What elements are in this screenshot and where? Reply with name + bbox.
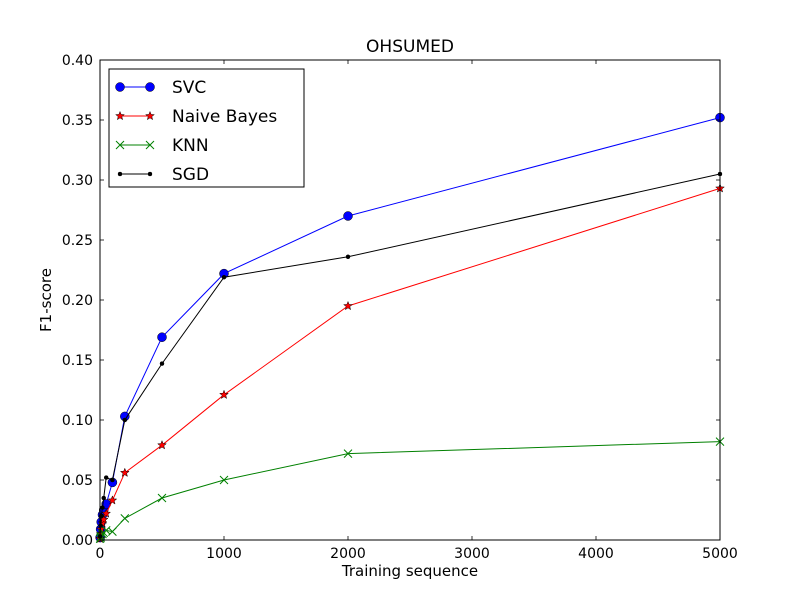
data-point — [157, 332, 167, 342]
legend-item: KNN — [115, 136, 209, 156]
legend-marker — [115, 140, 125, 150]
data-point — [120, 514, 130, 523]
data-point — [159, 361, 165, 366]
legend-label: Naive Bayes — [172, 107, 277, 127]
data-point — [110, 477, 115, 483]
data-point — [219, 389, 229, 400]
data-point — [219, 475, 229, 485]
legend-item: SGD — [117, 165, 209, 185]
legend-label: SGD — [172, 165, 209, 185]
x-axis-label: Training sequence — [341, 562, 478, 580]
y-tick-label: 0.00 — [62, 533, 93, 549]
y-tick-label: 0.30 — [62, 173, 93, 189]
legend-marker — [145, 110, 155, 121]
data-point — [101, 508, 112, 518]
data-point — [157, 493, 167, 503]
x-tick-label: 1000 — [206, 546, 242, 562]
y-tick-label: 0.20 — [62, 293, 93, 309]
legend-marker — [147, 171, 153, 177]
y-tick-label: 0.15 — [62, 353, 93, 369]
legend-marker — [145, 82, 155, 92]
data-point — [107, 495, 118, 505]
y-axis-label: F1-score — [37, 268, 55, 332]
x-tick-label: 2000 — [330, 546, 366, 562]
y-tick-label: 0.05 — [62, 473, 93, 489]
legend-marker — [117, 171, 123, 177]
data-point — [119, 467, 130, 478]
legend-marker — [145, 140, 155, 150]
x-tick-label: 0 — [96, 546, 105, 562]
data-point — [98, 523, 103, 528]
data-point — [343, 300, 353, 311]
legend-label: SVC — [172, 78, 206, 98]
data-point — [345, 254, 351, 260]
legend-item: Naive Bayes — [115, 107, 277, 127]
data-point — [122, 417, 128, 423]
legend-marker — [115, 110, 125, 121]
x-tick-label: 5000 — [702, 546, 738, 562]
legend: SVC Naive Bayes KNN SGD — [108, 68, 305, 188]
data-point — [96, 523, 107, 534]
data-point — [101, 495, 106, 501]
legend-item: SVC — [115, 78, 206, 98]
data-point — [100, 505, 105, 510]
x-tick-label: 4000 — [578, 546, 614, 562]
data-point — [108, 527, 117, 536]
y-tick-label: 0.35 — [62, 113, 93, 129]
data-point — [343, 449, 353, 458]
data-point — [157, 439, 167, 450]
data-point — [221, 274, 227, 280]
chart-title: OHSUMED — [366, 37, 454, 57]
x-tick-label: 3000 — [454, 546, 490, 562]
y-tick-label: 0.25 — [62, 233, 93, 249]
axes-layer: 0 1000 2000 3000 4000 5000 0.00 0.05 0.10 0.15 0.2… — [62, 53, 738, 562]
legend-marker — [115, 82, 125, 92]
legend-box — [108, 68, 305, 188]
y-tick-label: 0.40 — [62, 53, 93, 69]
legend-label: KNN — [172, 136, 209, 156]
plot-frame — [99, 59, 721, 541]
data-point — [103, 475, 109, 480]
data-point — [343, 211, 353, 221]
y-tick-label: 0.10 — [62, 413, 93, 429]
